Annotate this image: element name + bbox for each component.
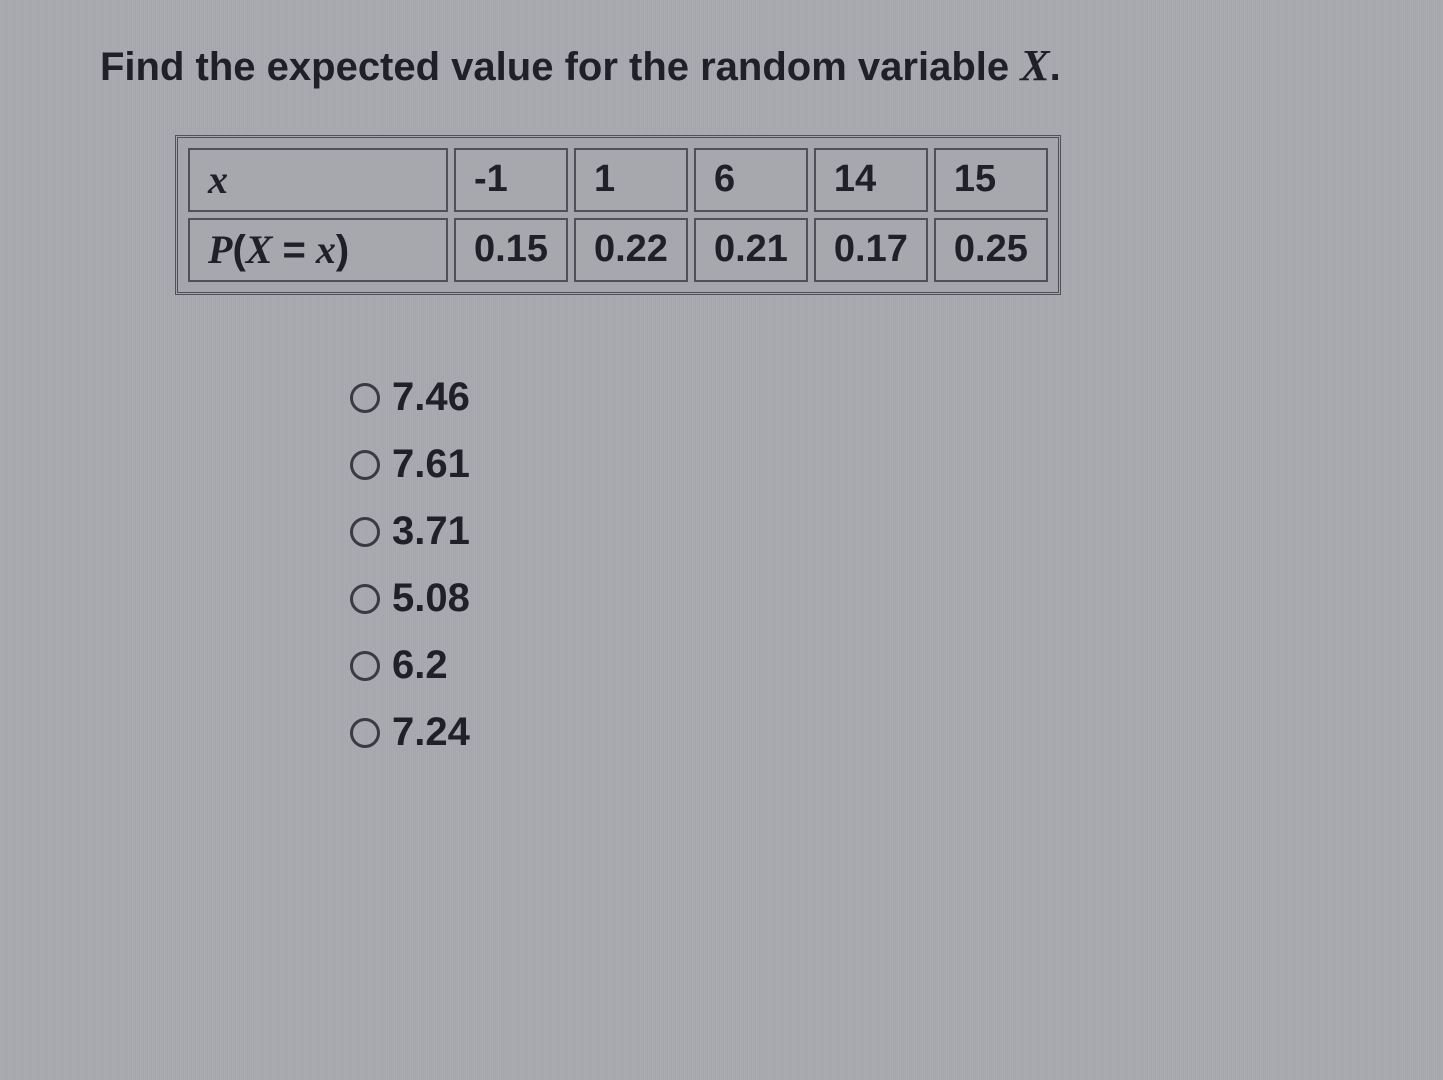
radio-icon[interactable] [350,584,380,614]
table-row: x -1 1 6 14 15 [188,148,1048,212]
option-label: 7.24 [392,710,470,755]
table-cell: 0.21 [694,218,808,282]
row-header-px: P(X = x) [188,218,448,282]
option-row[interactable]: 5.08 [350,576,1343,621]
question-text: Find the expected value for the random v… [100,40,1343,91]
option-label: 7.46 [392,375,470,420]
question-variable: X [1020,41,1049,90]
table-cell: 6 [694,148,808,212]
question-block: Find the expected value for the random v… [0,0,1443,837]
radio-icon[interactable] [350,383,380,413]
question-prefix: Find the expected value for the random v… [100,45,1020,89]
table-cell: 14 [814,148,928,212]
radio-icon[interactable] [350,718,380,748]
table-cell: 15 [934,148,1048,212]
option-label: 6.2 [392,643,448,688]
question-suffix: . [1050,45,1061,89]
table-cell: 0.22 [574,218,688,282]
table-cell: 1 [574,148,688,212]
table-cell: 0.25 [934,218,1048,282]
option-label: 3.71 [392,509,470,554]
option-row[interactable]: 6.2 [350,643,1343,688]
option-label: 7.61 [392,442,470,487]
distribution-table: x -1 1 6 14 15 P(X = x) 0.15 0.22 0.21 0… [175,135,1061,295]
table-cell: 0.15 [454,218,568,282]
row-header-x-label: x [208,157,228,202]
table-cell: 0.17 [814,218,928,282]
option-row[interactable]: 3.71 [350,509,1343,554]
option-row[interactable]: 7.24 [350,710,1343,755]
option-row[interactable]: 7.61 [350,442,1343,487]
radio-icon[interactable] [350,651,380,681]
table-cell: -1 [454,148,568,212]
radio-icon[interactable] [350,450,380,480]
radio-icon[interactable] [350,517,380,547]
option-row[interactable]: 7.46 [350,375,1343,420]
table-row: P(X = x) 0.15 0.22 0.21 0.17 0.25 [188,218,1048,282]
option-label: 5.08 [392,576,470,621]
answer-options: 7.46 7.61 3.71 5.08 6.2 7.24 [350,375,1343,755]
row-header-x: x [188,148,448,212]
